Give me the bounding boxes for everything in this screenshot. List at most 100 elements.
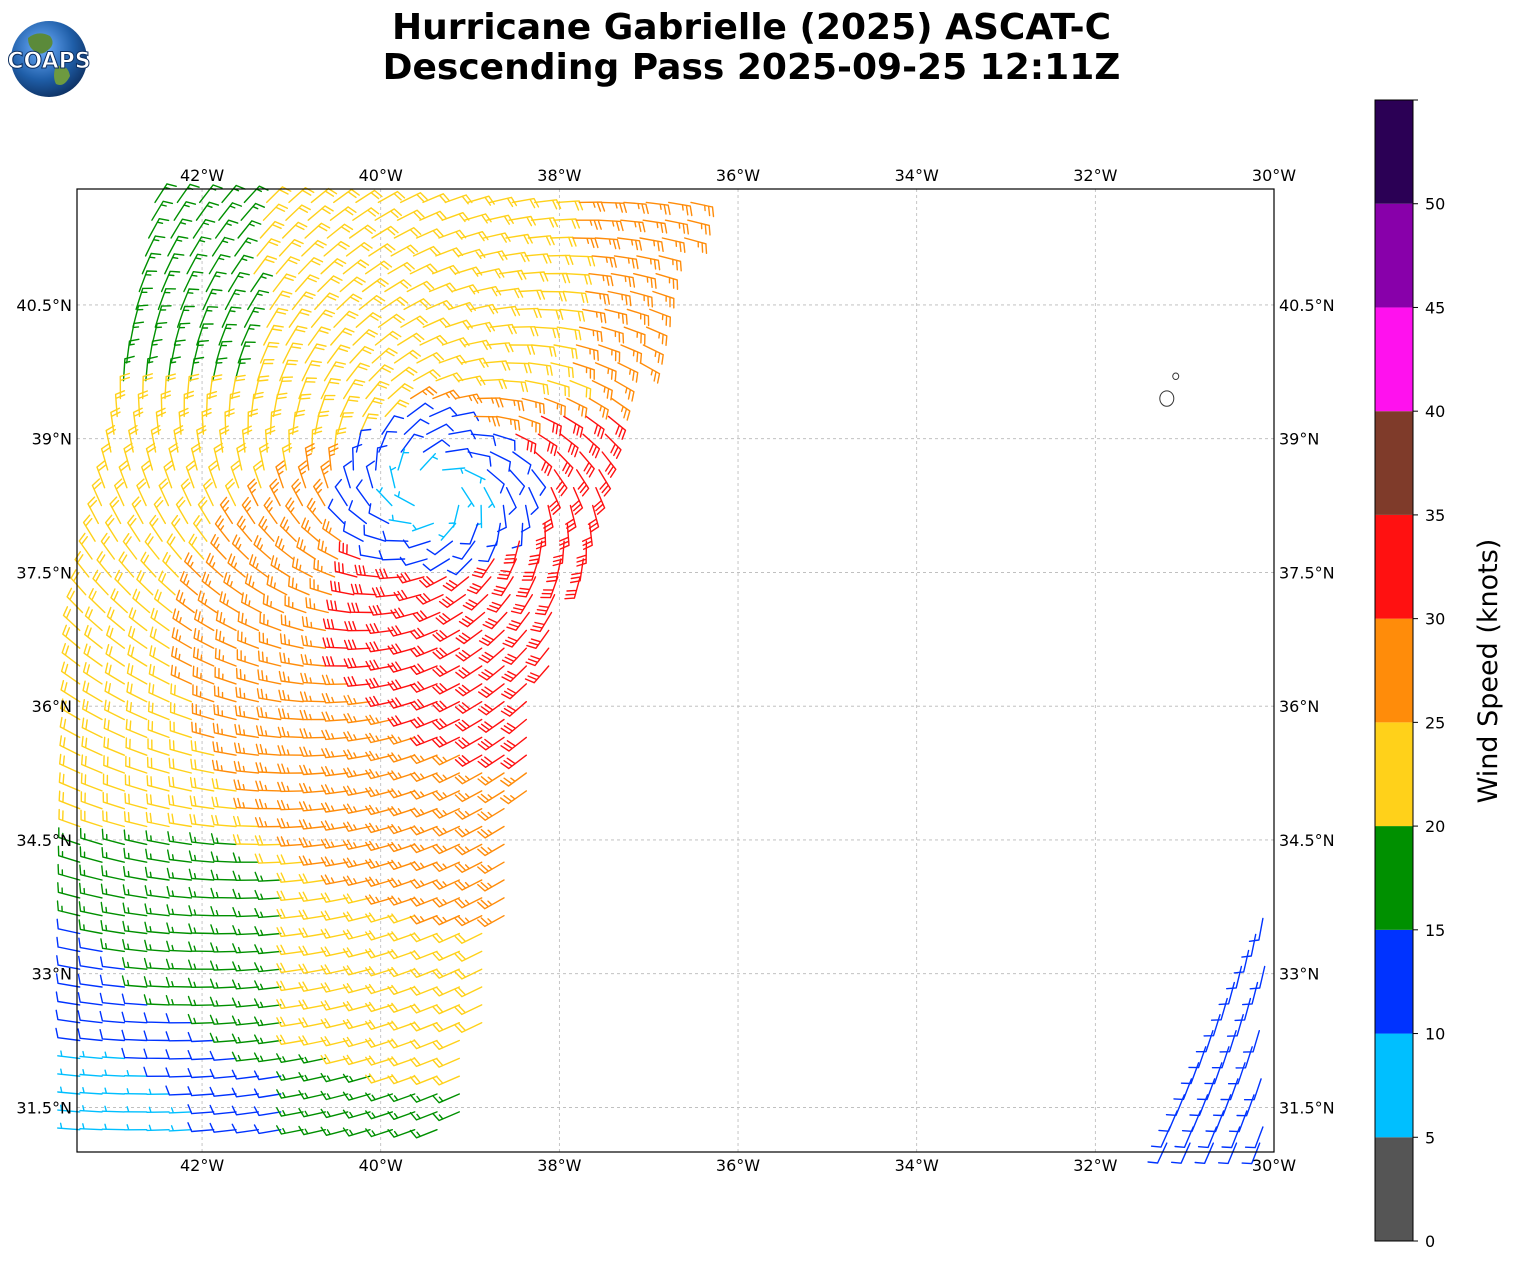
wind-barb xyxy=(320,910,349,921)
wind-barb xyxy=(566,273,592,285)
wind-barb xyxy=(298,999,326,1010)
wind-barb xyxy=(352,207,380,221)
wind-barb xyxy=(531,344,557,358)
wind-barb xyxy=(343,749,371,760)
wind-barb xyxy=(486,594,511,613)
wind-barb xyxy=(320,892,349,903)
wind-barb xyxy=(352,443,363,471)
wind-barb xyxy=(192,665,215,685)
wind-barb xyxy=(454,736,483,750)
wind-barb xyxy=(304,343,327,364)
wind-barb xyxy=(193,628,215,649)
wind-barb xyxy=(343,713,371,724)
wind-barb xyxy=(528,540,543,566)
wind-barb xyxy=(180,478,192,507)
wind-barb xyxy=(176,305,195,328)
wind-barb xyxy=(339,276,366,293)
wind-barb xyxy=(237,341,256,364)
wind-barb xyxy=(235,686,259,703)
wind-barb xyxy=(280,614,304,632)
wind-barb xyxy=(320,378,341,400)
wind-barb xyxy=(57,1068,81,1077)
wind-barb xyxy=(432,718,460,730)
wind-barb xyxy=(277,781,304,793)
island-outline xyxy=(1159,390,1175,407)
wind-barb xyxy=(104,699,125,721)
wind-barb xyxy=(454,879,483,891)
wind-barb xyxy=(563,415,584,438)
wind-barb xyxy=(321,693,349,704)
wind-barb xyxy=(101,1123,125,1131)
wind-barb xyxy=(179,571,198,596)
wind-barb xyxy=(658,255,682,272)
wind-barb xyxy=(225,478,237,507)
wind-barb xyxy=(143,1048,170,1060)
wind-barb xyxy=(502,251,530,263)
wind-barb xyxy=(78,901,103,917)
wind-barb xyxy=(269,478,281,507)
wind-barb xyxy=(189,832,215,846)
wind-barb xyxy=(101,1087,125,1095)
wind-barb xyxy=(211,759,237,774)
wind-barb xyxy=(100,883,125,899)
wind-barb xyxy=(122,884,148,899)
wind-barb xyxy=(232,834,259,846)
wind-barb xyxy=(478,683,505,698)
wind-barb xyxy=(455,647,483,662)
wind-barb xyxy=(100,901,125,917)
wind-barb xyxy=(506,611,530,631)
wind-barb xyxy=(501,665,527,683)
wind-barb xyxy=(125,700,148,721)
wind-barb xyxy=(346,362,370,382)
wind-barb xyxy=(300,672,326,685)
wind-barb xyxy=(78,532,93,560)
colorbar-frame xyxy=(1374,99,1414,1242)
wind-barb xyxy=(537,308,564,320)
wind-barb xyxy=(397,332,425,346)
wind-barb xyxy=(175,496,189,525)
wind-barb xyxy=(187,1068,215,1079)
wind-barb xyxy=(636,255,661,271)
wind-barb xyxy=(213,685,237,703)
wind-barb xyxy=(1221,1126,1241,1149)
wind-barb xyxy=(526,629,550,649)
wind-barb xyxy=(342,929,371,940)
wind-barb xyxy=(320,1072,349,1083)
wind-barb xyxy=(425,300,454,311)
wind-barb xyxy=(193,515,208,542)
wind-barb xyxy=(477,861,505,874)
wind-barb xyxy=(227,272,250,293)
wind-barb xyxy=(210,851,237,863)
wind-barb xyxy=(103,736,125,756)
wind-barb xyxy=(406,280,435,293)
wind-barb xyxy=(165,1085,192,1096)
wind-barb xyxy=(276,1016,304,1027)
wind-barb xyxy=(511,326,539,337)
wind-barb xyxy=(376,487,393,507)
wind-barb xyxy=(594,237,621,250)
wind-barb xyxy=(165,958,192,970)
wind-barb xyxy=(342,259,370,275)
wind-barb xyxy=(397,448,410,471)
wind-barb xyxy=(409,950,438,961)
wind-barb xyxy=(83,643,103,667)
wind-barb xyxy=(432,825,460,837)
colorbar-tick-label: 5 xyxy=(1425,1128,1435,1147)
wind-barb xyxy=(349,345,375,364)
wind-barb xyxy=(237,630,259,649)
wind-barb xyxy=(486,469,505,494)
wind-barb xyxy=(236,442,247,471)
wind-barb xyxy=(167,794,192,810)
wind-barb xyxy=(125,737,148,756)
wind-barb xyxy=(194,609,215,632)
lat-tick-label-left: 34.5°N xyxy=(16,831,72,850)
wind-barb xyxy=(409,771,438,782)
wind-barb xyxy=(208,460,219,489)
wind-barb xyxy=(298,1054,326,1064)
wind-barb xyxy=(171,646,192,667)
wind-barb xyxy=(188,941,215,953)
wind-barb xyxy=(365,768,393,780)
lat-tick-label-right: 34.5°N xyxy=(1279,831,1335,850)
wind-barb xyxy=(419,210,448,221)
wind-barb xyxy=(269,409,282,435)
